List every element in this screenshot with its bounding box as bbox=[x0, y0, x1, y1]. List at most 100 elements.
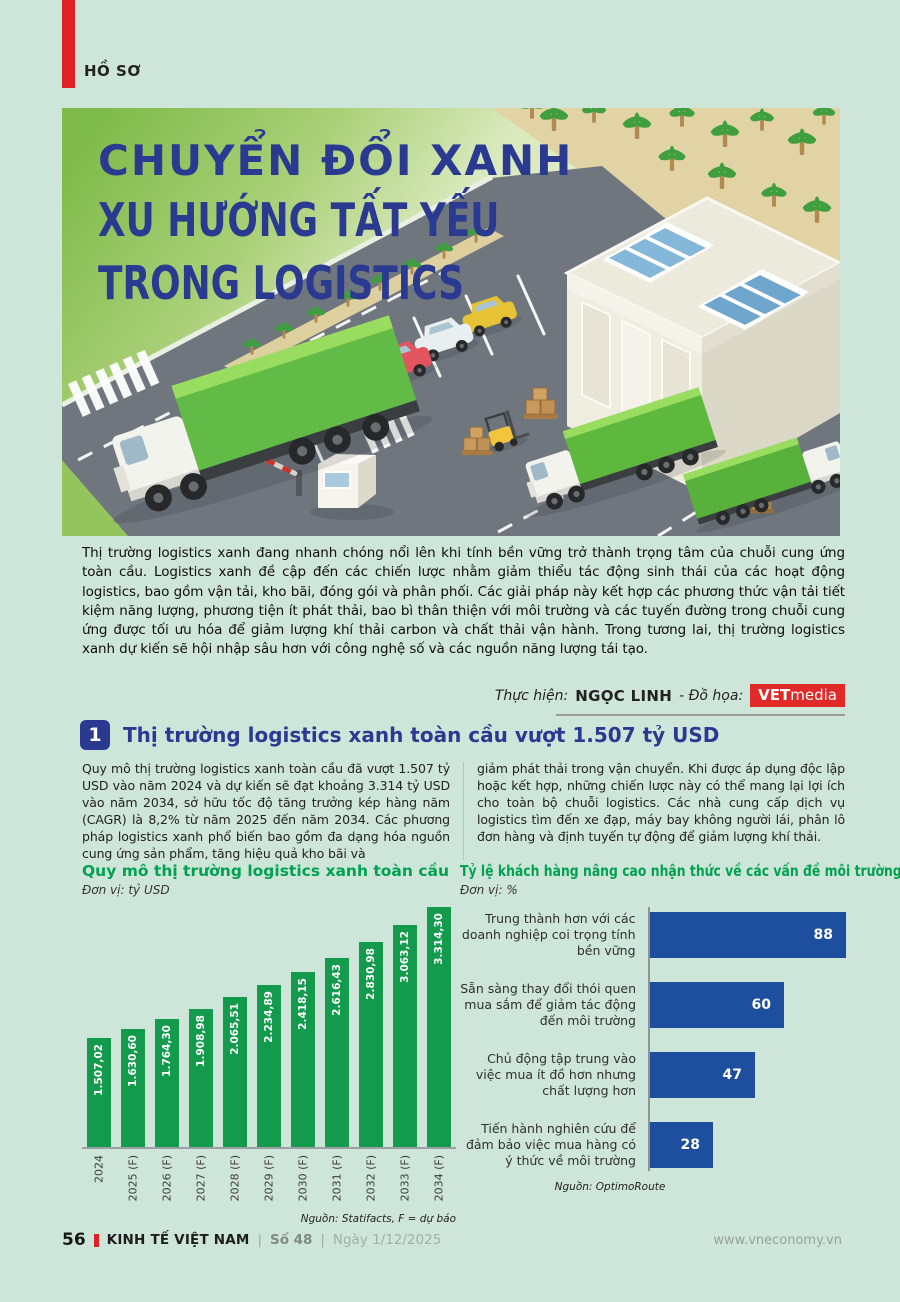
awareness-chart-unit: Đơn vị: % bbox=[460, 883, 518, 897]
body-column-2: giảm phát thải trong vận chuyển. Khi đượ… bbox=[477, 761, 845, 844]
market-bar-value: 2.065,51 bbox=[229, 1003, 241, 1055]
market-chart-unit: Đơn vị: tỷ USD bbox=[82, 883, 170, 897]
awareness-bar: 88 bbox=[649, 912, 846, 958]
bar-slot: 2.234,89 2029 (F) bbox=[252, 907, 286, 1201]
awareness-bar: 47 bbox=[650, 1052, 755, 1098]
bar-slot: 3.314,30 2034 (F) bbox=[422, 907, 456, 1201]
awareness-chart-rows: Trung thành hơn với các doanh nghiệp coi… bbox=[460, 907, 846, 1171]
hero-title-line3: TRONG LOGISTICS bbox=[98, 256, 464, 311]
bar-slot: 1.507,02 2024 bbox=[82, 907, 116, 1183]
bar-slot: 1.764,30 2026 (F) bbox=[150, 907, 184, 1201]
median-green-graphic bbox=[62, 460, 128, 536]
awareness-row-label: Chủ động tập trung vào việc mua ít đồ hơ… bbox=[475, 1051, 636, 1098]
awareness-chart-title: Tỷ lệ khách hàng nâng cao nhận thức về c… bbox=[460, 862, 900, 880]
footer-separator: | bbox=[257, 1232, 262, 1248]
awareness-bar-value: 28 bbox=[680, 1137, 700, 1153]
market-bar: 1.764,30 bbox=[155, 1019, 179, 1147]
market-bar: 1.630,60 bbox=[121, 1029, 145, 1147]
footer-left: 56 KINH TẾ VIỆT NAM | Số 48 | Ngày 1/12/… bbox=[62, 1230, 441, 1250]
market-size-chart: Quy mô thị trường logistics xanh toàn cầ… bbox=[82, 862, 456, 1225]
market-bar: 2.830,98 bbox=[359, 942, 383, 1147]
vetmedia-logo-light: media bbox=[790, 686, 837, 704]
hero-banner: P CHUYỂN ĐỔI XANH XU HƯỚNG TẤ bbox=[62, 108, 840, 536]
market-bar: 2.234,89 bbox=[257, 985, 281, 1147]
bar-slot: 2.830,98 2032 (F) bbox=[354, 907, 388, 1201]
market-bar-value: 2.830,98 bbox=[365, 948, 377, 1000]
market-bar-value: 1.507,02 bbox=[93, 1044, 105, 1096]
vetmedia-logo-bold: VET bbox=[758, 686, 791, 704]
awareness-row: Tiến hành nghiên cứu để đảm bảo việc mua… bbox=[460, 1121, 846, 1169]
page-number: 56 bbox=[62, 1230, 86, 1250]
issue-date: Ngày 1/12/2025 bbox=[332, 1232, 442, 1248]
hero-title-line2: XU HƯỚNG TẤT YẾU bbox=[98, 192, 500, 247]
column-divider bbox=[463, 762, 464, 860]
bar-slot: 1.908,98 2027 (F) bbox=[184, 907, 218, 1201]
body-columns: Quy mô thị trường logistics xanh toàn cầ… bbox=[82, 760, 845, 862]
market-bar-category: 2033 (F) bbox=[398, 1155, 412, 1202]
body-column-1: Quy mô thị trường logistics xanh toàn cầ… bbox=[82, 761, 450, 861]
footer-accent-mark bbox=[93, 1233, 99, 1247]
magazine-name: KINH TẾ VIỆT NAM bbox=[106, 1232, 250, 1248]
market-bar-category: 2025 (F) bbox=[126, 1155, 140, 1202]
section-number-badge: 1 bbox=[80, 720, 110, 750]
hero-title-line1: CHUYỂN ĐỔI XANH bbox=[98, 136, 574, 185]
bar-slot: 2.418,15 2030 (F) bbox=[286, 907, 320, 1201]
byline-divider bbox=[556, 714, 845, 716]
market-bar-category: 2029 (F) bbox=[262, 1155, 276, 1202]
section-heading: 1 Thị trường logistics xanh toàn cầu vượ… bbox=[80, 720, 719, 750]
market-bar: 1.507,02 bbox=[87, 1038, 111, 1147]
intro-paragraph: Thị trường logistics xanh đang nhanh chó… bbox=[82, 545, 845, 658]
market-bar: 1.908,98 bbox=[189, 1009, 213, 1147]
awareness-bar: 28 bbox=[650, 1122, 713, 1168]
market-bar-category: 2028 (F) bbox=[228, 1155, 242, 1202]
market-bar-value: 3.063,12 bbox=[399, 931, 411, 983]
awareness-chart-source: Nguồn: OptimoRoute bbox=[554, 1181, 666, 1193]
hero-title-block: CHUYỂN ĐỔI XANH XU HƯỚNG TẤT YẾU TRONG L… bbox=[98, 134, 613, 316]
market-bar-value: 3.314,30 bbox=[433, 913, 445, 965]
awareness-row: Sẵn sàng thay đổi thói quen mua sắm để g… bbox=[460, 981, 846, 1029]
market-bar: 2.616,43 bbox=[325, 958, 349, 1147]
market-bar-category: 2027 (F) bbox=[194, 1155, 208, 1202]
market-chart-title: Quy mô thị trường logistics xanh toàn cầ… bbox=[82, 862, 450, 880]
market-bar: 2.418,15 bbox=[291, 972, 315, 1147]
bar-slot: 3.063,12 2033 (F) bbox=[388, 907, 422, 1201]
market-bar-category: 2034 (F) bbox=[432, 1155, 446, 1202]
market-bar-category: 2032 (F) bbox=[364, 1155, 378, 1202]
awareness-row-label: Trung thành hơn với các doanh nghiệp coi… bbox=[461, 911, 636, 958]
awareness-bar-value: 47 bbox=[722, 1067, 742, 1083]
awareness-row-label: Tiến hành nghiên cứu để đảm bảo việc mua… bbox=[465, 1121, 636, 1168]
market-chart-plot: 1.507,02 2024 1.630,60 2025 (F) 1.764,30 2026… bbox=[82, 907, 456, 1201]
market-bar-category: 2030 (F) bbox=[296, 1155, 310, 1202]
market-bar-value: 2.418,15 bbox=[297, 978, 309, 1030]
byline: Thực hiện: NGỌC LINH - Đồ họa: VETmedia bbox=[495, 684, 845, 707]
byline-graphics-prefix: - Đồ họa: bbox=[679, 687, 744, 704]
vetmedia-logo: VETmedia bbox=[750, 684, 845, 707]
byline-prefix: Thực hiện: bbox=[494, 687, 569, 704]
palm-median-graphic bbox=[224, 225, 504, 374]
issue-number: Số 48 bbox=[269, 1232, 313, 1248]
market-bar-category: 2024 bbox=[92, 1155, 106, 1183]
footer-separator: | bbox=[320, 1232, 325, 1248]
awareness-chart-axis bbox=[648, 907, 650, 1171]
hero-illustration: P bbox=[62, 108, 840, 536]
byline-author: NGỌC LINH bbox=[575, 686, 673, 705]
market-bar-category: 2031 (F) bbox=[330, 1155, 344, 1202]
warehouse-graphic bbox=[563, 196, 840, 493]
market-bar-category: 2026 (F) bbox=[160, 1155, 174, 1202]
awareness-row: Chủ động tập trung vào việc mua ít đồ hơ… bbox=[460, 1051, 846, 1099]
market-bar-value: 2.616,43 bbox=[331, 964, 343, 1016]
section-title: Thị trường logistics xanh toàn cầu vượt … bbox=[123, 723, 720, 747]
market-bar-value: 1.764,30 bbox=[161, 1025, 173, 1077]
kicker-accent-bar bbox=[62, 0, 75, 88]
awareness-bar: 60 bbox=[650, 982, 784, 1028]
bar-slot: 1.630,60 2025 (F) bbox=[116, 907, 150, 1201]
website-url: www.vneconomy.vn bbox=[713, 1233, 842, 1248]
bar-slot: 2.065,51 2028 (F) bbox=[218, 907, 252, 1201]
awareness-chart: Tỷ lệ khách hàng nâng cao nhận thức về c… bbox=[460, 862, 900, 1193]
market-chart-source: Nguồn: Statifacts, F = dự báo bbox=[300, 1213, 456, 1225]
awareness-bar-value: 88 bbox=[813, 927, 833, 943]
market-bar: 2.065,51 bbox=[223, 997, 247, 1147]
market-bar: 3.314,30 bbox=[427, 907, 451, 1147]
awareness-bar-value: 60 bbox=[751, 997, 771, 1013]
market-bar: 3.063,12 bbox=[393, 925, 417, 1147]
